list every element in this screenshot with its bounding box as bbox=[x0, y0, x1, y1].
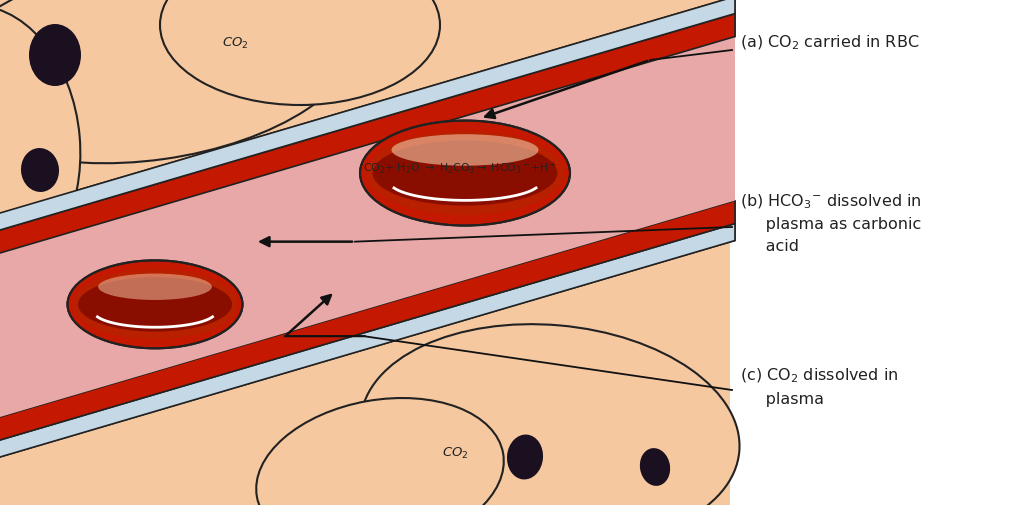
Ellipse shape bbox=[29, 24, 81, 86]
Text: CO$_2$: CO$_2$ bbox=[441, 445, 468, 461]
Ellipse shape bbox=[373, 140, 557, 206]
Polygon shape bbox=[0, 14, 735, 255]
Polygon shape bbox=[0, 36, 735, 419]
Ellipse shape bbox=[640, 448, 670, 486]
Text: (b) HCO$_3$$^{-}$ dissolved in
     plasma as carbonic
     acid: (b) HCO$_3$$^{-}$ dissolved in plasma as… bbox=[740, 192, 922, 254]
Ellipse shape bbox=[68, 261, 243, 348]
Ellipse shape bbox=[391, 134, 539, 166]
Polygon shape bbox=[0, 200, 735, 441]
Polygon shape bbox=[0, 224, 735, 459]
Polygon shape bbox=[0, 14, 735, 255]
Ellipse shape bbox=[367, 131, 563, 215]
Text: CO$_2$: CO$_2$ bbox=[221, 35, 249, 50]
Polygon shape bbox=[0, 0, 730, 505]
Ellipse shape bbox=[20, 148, 59, 192]
Text: (c) CO$_2$ dissolved in
     plasma: (c) CO$_2$ dissolved in plasma bbox=[740, 367, 898, 407]
Ellipse shape bbox=[98, 274, 212, 300]
Ellipse shape bbox=[78, 277, 232, 332]
Text: CO$_2$+ H$_2$O $\rightarrow$ H$_2$CO$_3$$\rightarrow$ HCO$_3$$^-$+H$^+$: CO$_2$+ H$_2$O $\rightarrow$ H$_2$CO$_3$… bbox=[364, 160, 557, 177]
Ellipse shape bbox=[507, 434, 543, 479]
Ellipse shape bbox=[0, 0, 358, 163]
Polygon shape bbox=[0, 224, 735, 459]
Ellipse shape bbox=[360, 324, 739, 505]
Ellipse shape bbox=[160, 0, 440, 105]
Polygon shape bbox=[0, 36, 735, 419]
Polygon shape bbox=[0, 0, 735, 231]
Polygon shape bbox=[730, 0, 1024, 505]
Ellipse shape bbox=[360, 121, 570, 226]
Ellipse shape bbox=[73, 269, 238, 339]
Polygon shape bbox=[0, 0, 735, 231]
Ellipse shape bbox=[256, 398, 504, 505]
Polygon shape bbox=[0, 200, 735, 441]
Text: (a) CO$_2$ carried in RBC: (a) CO$_2$ carried in RBC bbox=[740, 34, 920, 52]
Ellipse shape bbox=[0, 5, 80, 285]
